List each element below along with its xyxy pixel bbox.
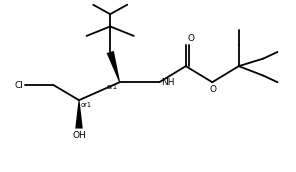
Text: O: O [210,85,217,94]
Text: OH: OH [72,131,86,140]
Text: or1: or1 [107,84,118,90]
Text: or1: or1 [81,102,92,108]
Polygon shape [107,51,120,82]
Text: NH: NH [161,78,175,87]
Polygon shape [75,100,83,128]
Text: Cl: Cl [15,80,23,90]
Text: O: O [188,34,195,44]
